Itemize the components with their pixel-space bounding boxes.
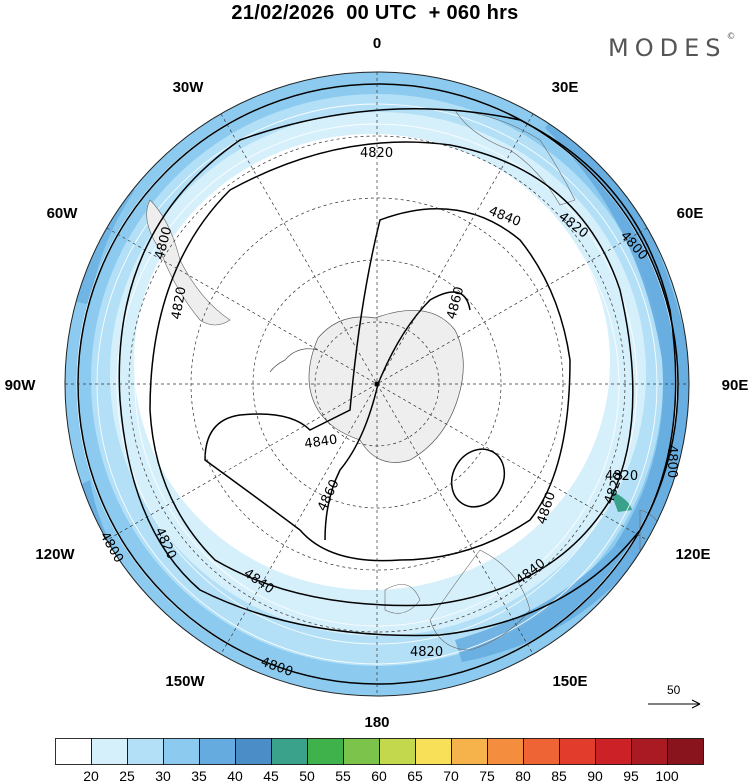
lon-label-30w: 30W (173, 79, 205, 96)
colorbar-box (127, 738, 164, 765)
contour-label: 4840 (303, 433, 338, 452)
wind-speed-shading (65, 72, 689, 696)
colorbar-box (199, 738, 236, 765)
contour-label: 4820 (169, 285, 190, 320)
colorbar-label: 55 (335, 768, 351, 782)
colorbar-box (559, 738, 596, 765)
colorbar-label: 85 (551, 768, 567, 782)
colorbar-box (631, 738, 668, 765)
colorbar-label: 60 (371, 768, 387, 782)
polar-map: 4820 4840 4800 4820 4800 4820 4860 4840 … (5, 35, 749, 730)
colorbar: 20 25 30 35 40 45 50 55 60 65 70 75 80 85 90 95 100 (55, 738, 704, 782)
colorbar-label: 35 (191, 768, 207, 782)
colorbar-label: 70 (443, 768, 459, 782)
contour-label: 4820 (605, 469, 638, 484)
colorbar-box (163, 738, 200, 765)
colorbar-label: 100 (655, 768, 679, 782)
lon-label-0: 0 (373, 35, 381, 52)
colorbar-box (379, 738, 416, 765)
colorbar-box (271, 738, 308, 765)
reference-vector-label: 50 (667, 683, 681, 697)
colorbar-label: 45 (263, 768, 279, 782)
longitude-labels: 0 30E 60E 90E 120E 150E 180 150W 120W 90… (5, 35, 749, 730)
lon-label-120w: 120W (35, 546, 75, 563)
colorbar-box (415, 738, 452, 765)
colorbar-box (235, 738, 272, 765)
colorbar-label: 65 (407, 768, 423, 782)
copyright-mark: © (726, 32, 736, 42)
lon-label-90w: 90W (5, 377, 37, 394)
contour-label: 4800 (664, 445, 679, 478)
lon-label-60w: 60W (47, 205, 79, 222)
colorbar-label: 75 (479, 768, 495, 782)
reference-vector (648, 699, 701, 709)
colorbar-label: 50 (299, 768, 315, 782)
logo-text: MODES (608, 34, 727, 62)
map-title: 21/02/2026 00 UTC + 060 hrs (231, 2, 519, 24)
lon-label-30e: 30E (552, 79, 579, 96)
colorbar-label: 90 (587, 768, 603, 782)
colorbar-box (55, 738, 92, 765)
lon-label-120e: 120E (675, 546, 710, 563)
lon-label-90e: 90E (722, 377, 749, 394)
contour-label: 4820 (410, 645, 443, 660)
colorbar-box (307, 738, 344, 765)
colorbar-label: 30 (155, 768, 171, 782)
contour-label: 4820 (360, 146, 393, 161)
lon-label-60e: 60E (677, 205, 704, 222)
colorbar-box (523, 738, 560, 765)
colorbar-box (667, 738, 704, 765)
lon-label-180: 180 (364, 714, 389, 730)
colorbar-box (487, 738, 524, 765)
colorbar-box (451, 738, 488, 765)
colorbar-label: 40 (227, 768, 243, 782)
colorbar-box (595, 738, 632, 765)
colorbar-labels: 20 25 30 35 40 45 50 55 60 65 70 75 80 85 90 95 100 (83, 768, 679, 782)
lon-label-150w: 150W (165, 673, 205, 690)
colorbar-label: 95 (623, 768, 639, 782)
colorbar-label: 20 (83, 768, 99, 782)
colorbar-label: 80 (515, 768, 531, 782)
colorbar-boxes (55, 738, 704, 765)
lon-label-150e: 150E (552, 673, 587, 690)
colorbar-box (91, 738, 128, 765)
colorbar-box (343, 738, 380, 765)
modes-logo: MODES© (608, 32, 736, 62)
colorbar-label: 25 (119, 768, 135, 782)
